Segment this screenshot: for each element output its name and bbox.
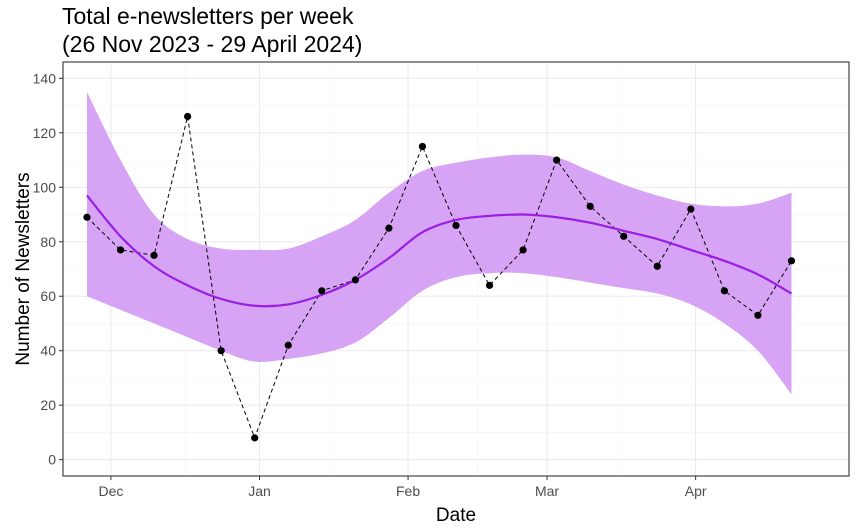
title-line-1: Total e-newsletters per week — [62, 3, 354, 29]
plot-border — [62, 61, 850, 477]
trend-line — [86, 194, 793, 308]
x-tick-label: Feb — [396, 483, 420, 499]
point-layer — [83, 112, 796, 442]
data-point — [653, 262, 661, 270]
y-axis-title: Number of Newsletters — [13, 172, 34, 365]
x-axis-title: Date — [436, 505, 476, 526]
data-point — [318, 287, 326, 295]
y-tick-label: 140 — [33, 70, 57, 86]
confidence-band — [86, 91, 792, 395]
data-point — [620, 232, 628, 240]
data-point — [687, 205, 695, 213]
data-point — [754, 311, 762, 319]
y-tick-label: 120 — [33, 125, 57, 141]
data-point — [83, 213, 91, 221]
y-tick-label: 60 — [40, 288, 56, 304]
y-tick-label: 0 — [48, 452, 56, 468]
y-tick-label: 80 — [40, 234, 56, 250]
plot-frame — [62, 61, 850, 477]
data-point — [787, 257, 796, 265]
data-point — [553, 156, 561, 164]
x-tick-label: Jan — [248, 483, 271, 499]
data-point — [251, 434, 259, 442]
data-point — [720, 287, 728, 295]
data-point — [184, 112, 192, 121]
data-point — [385, 224, 393, 232]
data-point — [116, 246, 125, 254]
data-point — [351, 276, 359, 284]
title-line-2: (26 Nov 2023 - 29 April 2024) — [62, 31, 363, 57]
x-tick-label: Apr — [685, 483, 707, 499]
data-point — [418, 142, 427, 151]
data-point — [485, 281, 494, 289]
data-point — [217, 347, 225, 355]
data-point — [284, 341, 292, 349]
y-tick-label: 40 — [40, 343, 56, 359]
line-layer — [86, 116, 793, 440]
data-point — [150, 251, 158, 259]
confidence-band-layer — [86, 91, 792, 395]
data-point — [586, 202, 594, 210]
data-point — [452, 221, 460, 230]
chart-title: Total e-newsletters per week (26 Nov 202… — [62, 2, 362, 58]
y-tick-label: 20 — [40, 397, 56, 413]
y-axis-ticks: 0 20 40 60 80 100 120 140 — [33, 70, 63, 468]
x-tick-label: Dec — [98, 483, 123, 499]
x-tick-label: Mar — [535, 483, 559, 499]
data-point — [519, 246, 527, 254]
observed-dashed-line — [86, 116, 792, 440]
x-axis-ticks: Dec Jan Feb Mar Apr — [98, 476, 707, 499]
y-tick-label: 100 — [33, 179, 57, 195]
